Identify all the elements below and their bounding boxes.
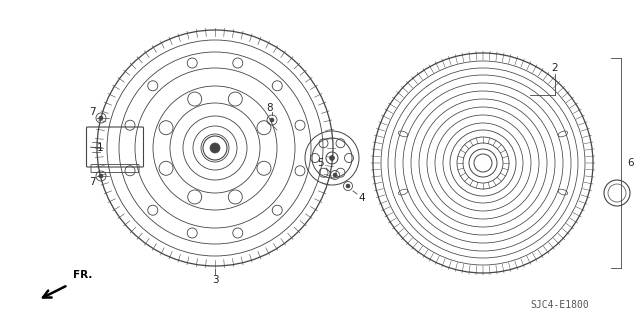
Text: 4: 4 (358, 193, 365, 203)
Circle shape (330, 155, 335, 160)
Circle shape (99, 116, 103, 120)
Circle shape (346, 184, 350, 188)
Circle shape (270, 118, 274, 122)
Circle shape (210, 143, 220, 153)
Text: 6: 6 (628, 158, 634, 168)
Circle shape (333, 173, 337, 177)
Text: 5: 5 (317, 158, 324, 168)
Text: 7: 7 (89, 177, 95, 187)
Text: 7: 7 (89, 107, 95, 117)
Text: FR.: FR. (73, 270, 92, 280)
Text: 2: 2 (552, 63, 558, 73)
Text: 1: 1 (97, 143, 103, 153)
Text: 3: 3 (212, 275, 218, 285)
Text: SJC4-E1800: SJC4-E1800 (531, 300, 589, 310)
Circle shape (99, 174, 103, 178)
Text: 8: 8 (267, 103, 273, 113)
